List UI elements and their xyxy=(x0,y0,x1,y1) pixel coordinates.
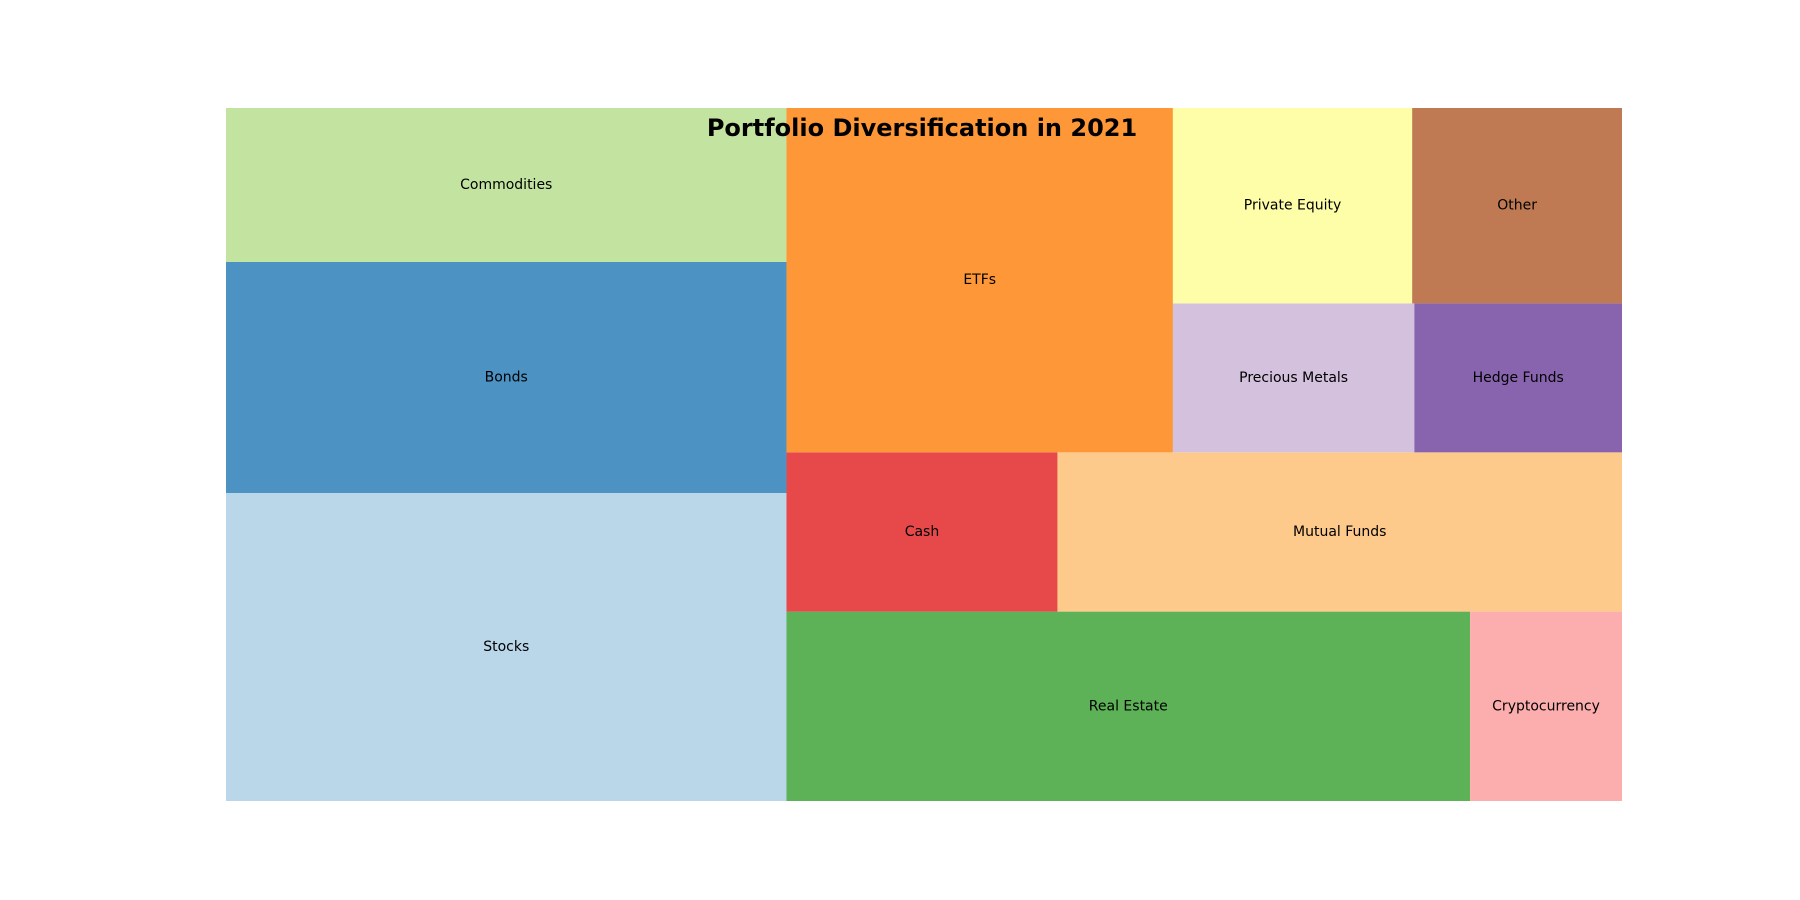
tile-commodities xyxy=(226,108,787,262)
tile-label-commodities: Commodities xyxy=(460,177,552,193)
tile-label-cash: Cash xyxy=(905,524,940,540)
tile-precious-metals xyxy=(1172,303,1415,453)
tile-label-private-equity: Private Equity xyxy=(1244,198,1342,214)
chart-title: Portfolio Diversification in 2021 xyxy=(707,114,1137,142)
tile-label-precious-metals: Precious Metals xyxy=(1239,370,1348,386)
tile-label-other: Other xyxy=(1497,198,1537,214)
tile-label-stocks: Stocks xyxy=(483,639,529,655)
tile-cash xyxy=(786,452,1058,612)
tile-bonds xyxy=(226,262,787,493)
treemap-tiles xyxy=(226,108,1622,801)
tile-cryptocurrency xyxy=(1470,611,1622,801)
tile-label-mutual-funds: Mutual Funds xyxy=(1293,524,1386,540)
tile-mutual-funds xyxy=(1057,452,1622,612)
tile-label-real-estate: Real Estate xyxy=(1089,698,1168,714)
tile-other xyxy=(1412,108,1622,304)
tile-label-hedge-funds: Hedge Funds xyxy=(1473,370,1564,386)
tile-stocks xyxy=(226,493,787,801)
treemap-labels: Stocks Bonds Commodities Real Estate Cryptoc… xyxy=(460,177,1600,714)
tile-label-bonds: Bonds xyxy=(485,370,528,386)
tile-etfs xyxy=(786,108,1173,453)
tile-private-equity xyxy=(1172,108,1413,304)
tile-label-cryptocurrency: Cryptocurrency xyxy=(1492,698,1600,714)
tile-real-estate xyxy=(786,611,1471,801)
tile-label-etfs: ETFs xyxy=(963,272,996,288)
tile-hedge-funds xyxy=(1414,303,1622,453)
